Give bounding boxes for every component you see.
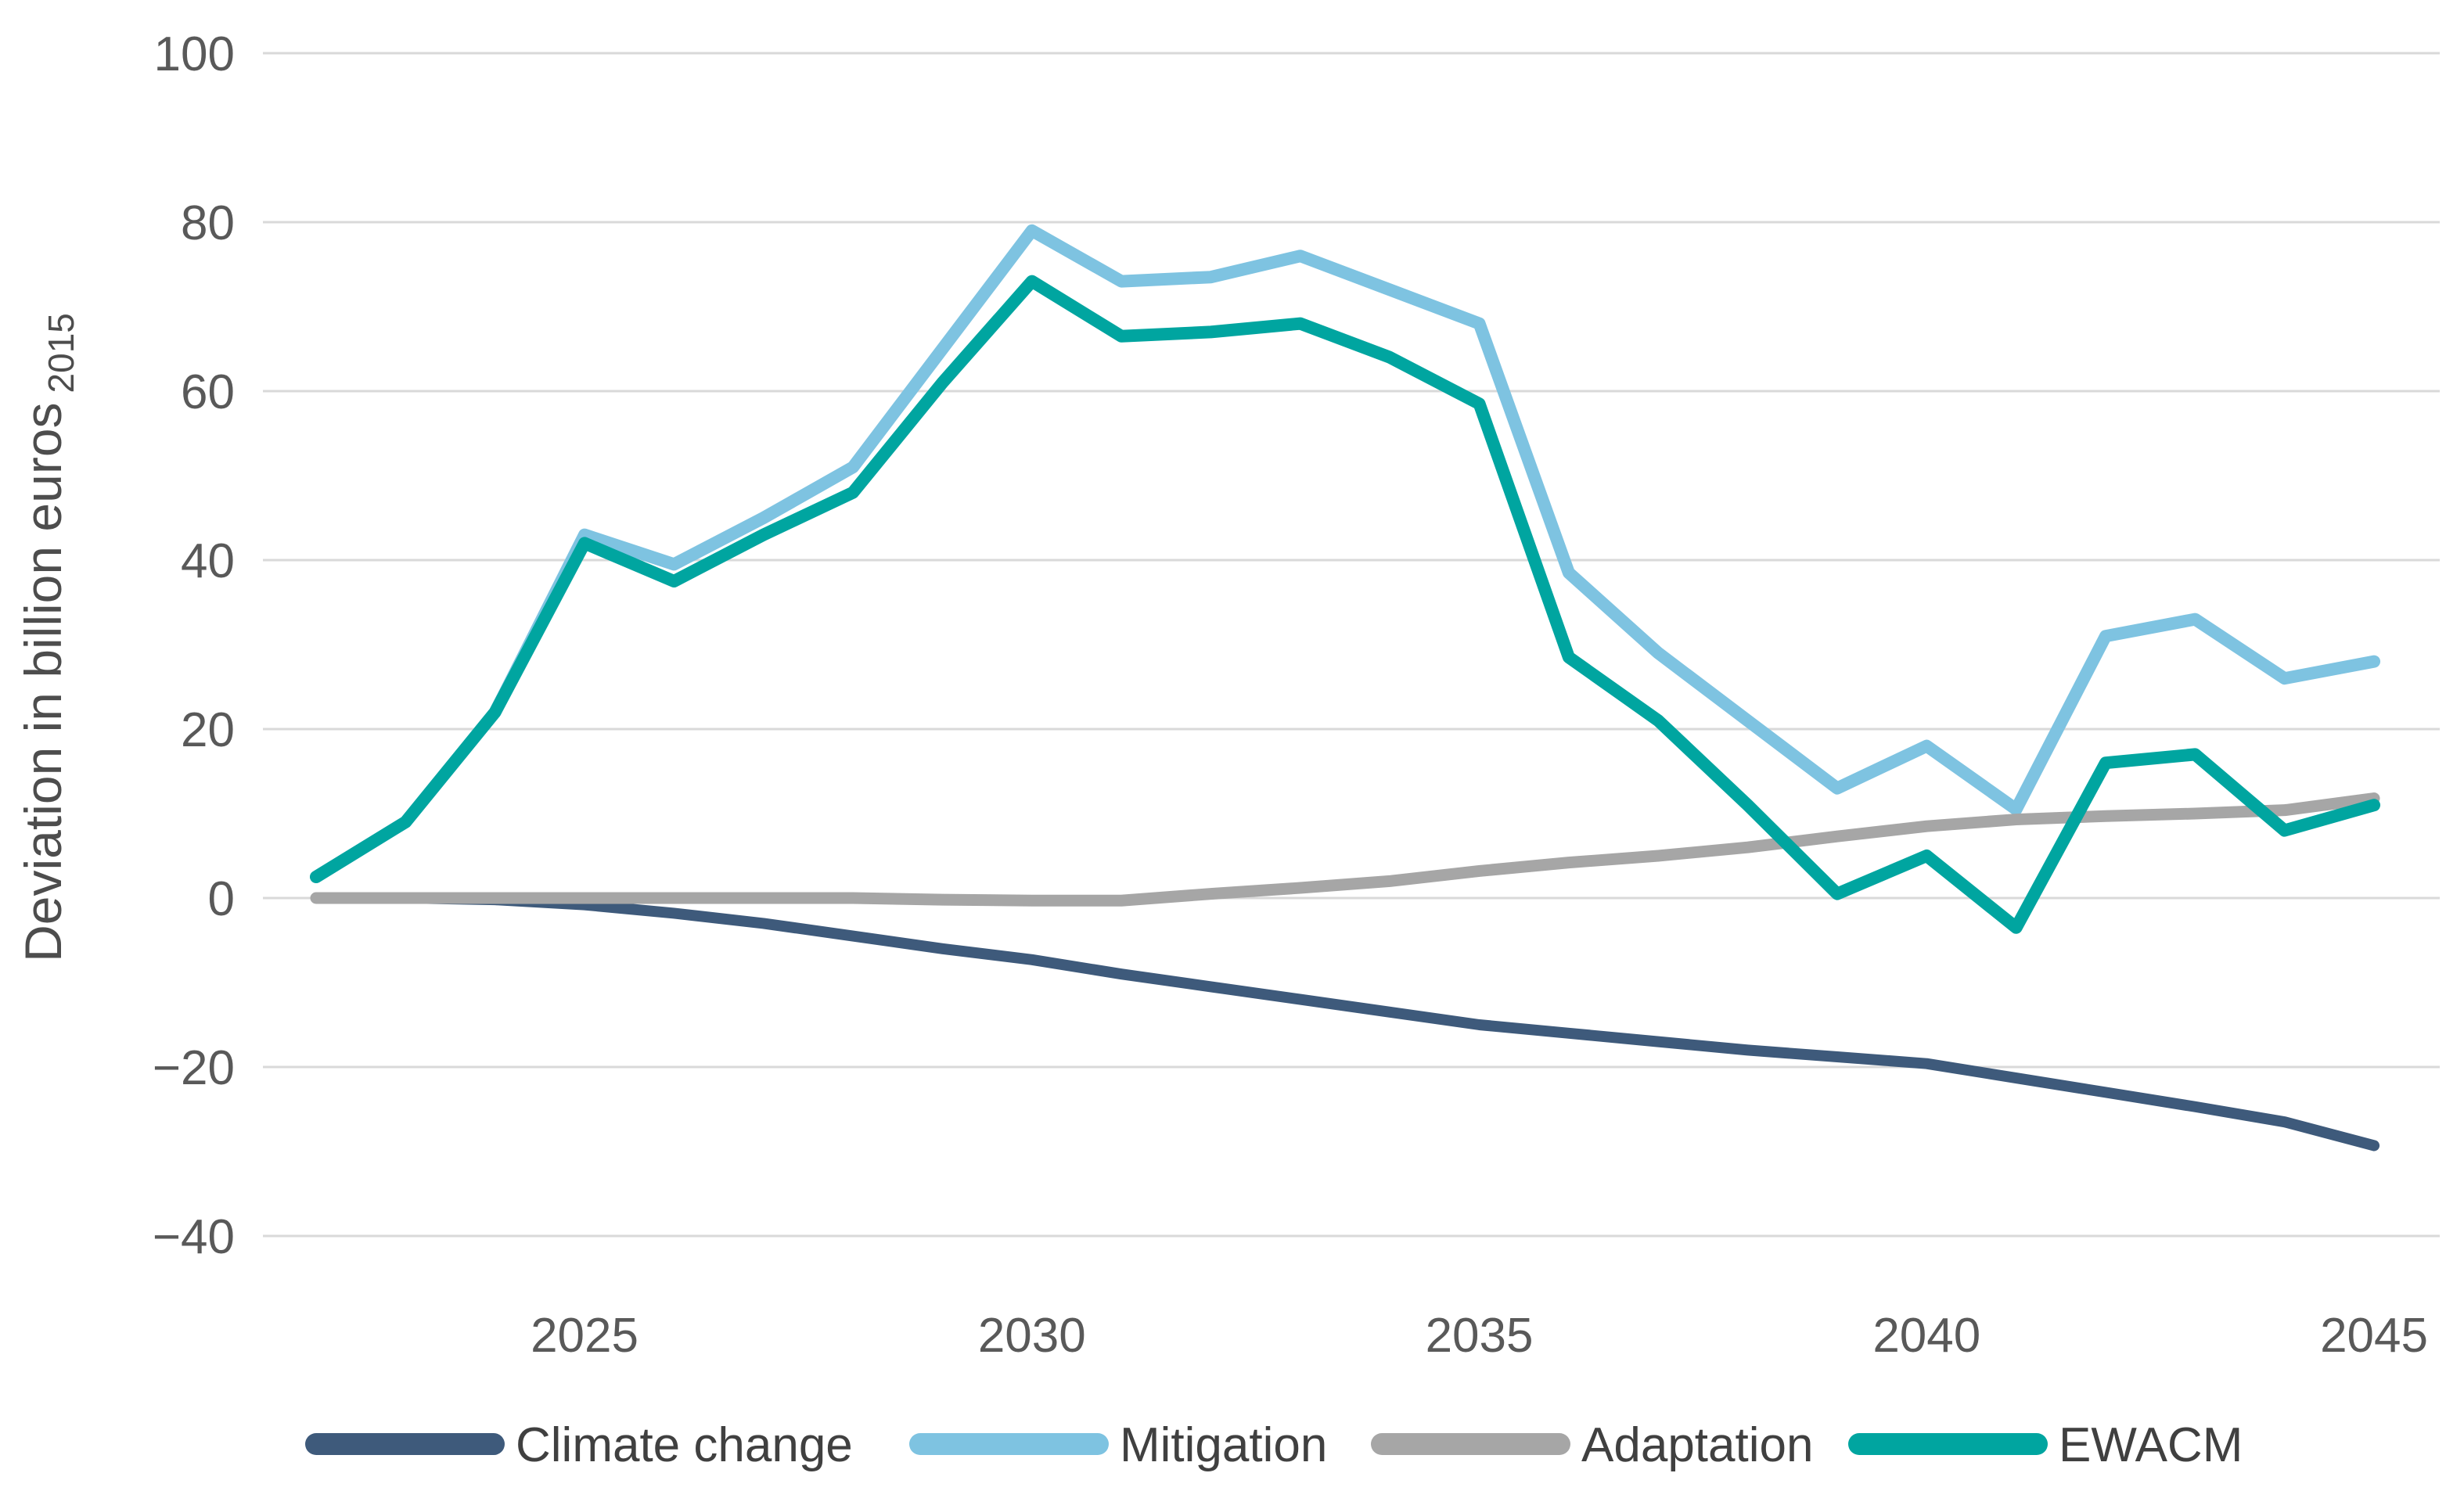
legend-label-adaptation: Adaptation: [1581, 1418, 1813, 1472]
gridlines: [263, 52, 2440, 1238]
legend-item-adaptation: Adaptation: [1371, 1418, 1813, 1472]
legend-swatch-ewacm: [1848, 1433, 2048, 1455]
legend-item-mitigation: Mitigation: [909, 1418, 1327, 1472]
y-tick-label: 80: [181, 196, 235, 250]
series-lines: [310, 224, 2381, 1151]
series-line-ewacm: [310, 275, 2381, 934]
y-tick-label: −40: [153, 1210, 235, 1264]
y-axis-title: Deviation in billion euros 2015: [14, 313, 81, 962]
legend-label-climate-change: Climate change: [516, 1418, 853, 1472]
legend-label-ewacm: EWACM: [2059, 1418, 2243, 1472]
legend-swatch-mitigation: [909, 1433, 1109, 1455]
legend-item-climate-change: Climate change: [305, 1418, 853, 1472]
x-tick-label: 2025: [531, 1309, 638, 1363]
y-tick-label: 100: [154, 27, 235, 81]
series-line-mitigation: [310, 224, 2381, 883]
legend-item-ewacm: EWACM: [1848, 1418, 2243, 1472]
y-tick-label: −20: [153, 1041, 235, 1095]
y-tick-label: 40: [181, 534, 235, 588]
x-axis-tick-labels: 2025 2030 2035 2040 2045: [531, 1309, 2428, 1363]
y-tick-label: 60: [181, 365, 235, 419]
x-tick-label: 2030: [978, 1309, 1086, 1363]
y-axis-title-subscript: 2015: [41, 313, 81, 393]
x-tick-label: 2045: [2320, 1309, 2428, 1363]
x-tick-label: 2035: [1426, 1309, 1534, 1363]
y-tick-label: 0: [208, 872, 235, 926]
series-line-climate-change: [311, 893, 2380, 1151]
y-tick-label: 20: [181, 703, 235, 757]
x-tick-label: 2040: [1872, 1309, 1980, 1363]
legend: Climate change Mitigation Adaptation EWACM: [305, 1418, 2243, 1472]
y-axis-title-text: Deviation in billion euros: [14, 402, 72, 961]
y-axis-tick-labels: 100 80 60 40 20 0 −20 −40: [153, 27, 235, 1264]
legend-swatch-climate-change: [305, 1433, 505, 1455]
legend-label-mitigation: Mitigation: [1120, 1418, 1327, 1472]
legend-swatch-adaptation: [1371, 1433, 1570, 1455]
series-line-adaptation: [310, 792, 2380, 907]
